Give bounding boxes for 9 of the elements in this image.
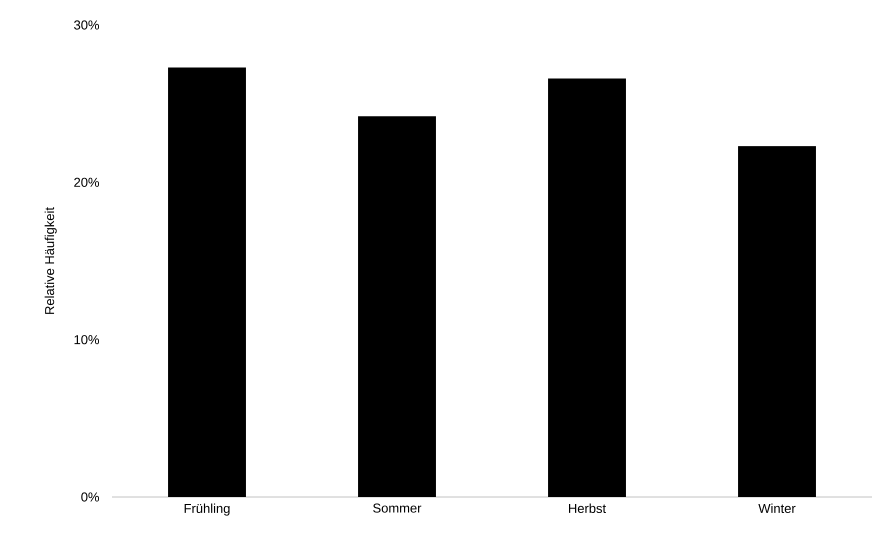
x-tick-label: Winter [758,504,796,514]
x-tick-label: Sommer [373,504,422,513]
x-tick-label: Frühling [184,504,230,516]
y-tick-label: 20% [74,178,100,187]
y-tick-label: 10% [74,335,100,344]
y-axis-title: Relative Häufigkeit [44,207,57,314]
y-tick-label: 0% [81,492,100,502]
y-tick-label: 30% [74,20,100,30]
x-tick-label: Herbst [568,504,606,514]
